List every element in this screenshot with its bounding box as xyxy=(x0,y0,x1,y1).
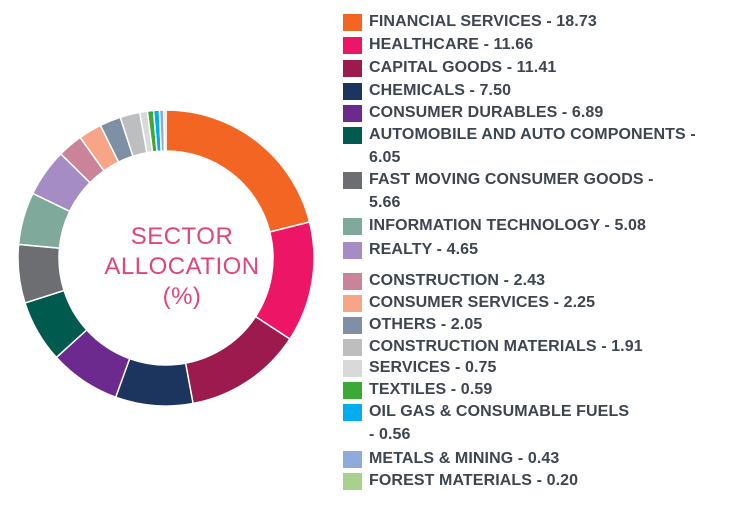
legend-swatch-metals-mining xyxy=(343,451,362,468)
legend-label-information-technology: INFORMATION TECHNOLOGY - 5.08 xyxy=(369,217,646,234)
legend-label-oil-gas-consumable-fuels-line-1: OIL GAS & CONSUMABLE FUELS xyxy=(369,403,630,420)
legend-label-chemicals: CHEMICALS - 7.50 xyxy=(369,82,512,99)
legend-label-forest-materials: FOREST MATERIALS - 0.20 xyxy=(369,472,579,489)
legend-label-fast-moving-consumer-goods-line-1: FAST MOVING CONSUMER GOODS - xyxy=(369,171,654,188)
donut-slice-financial-services xyxy=(165,109,311,233)
legend-label-fast-moving-consumer-goods-line-2: 5.66 xyxy=(369,194,401,211)
legend-swatch-healthcare xyxy=(343,37,362,54)
donut-center-title: SECTOR ALLOCATION (%) xyxy=(82,222,282,312)
legend-label-construction: CONSTRUCTION - 2.43 xyxy=(369,272,546,289)
legend-swatch-construction xyxy=(343,273,362,290)
legend-swatch-chemicals xyxy=(343,83,362,100)
legend-label-oil-gas-consumable-fuels-line-2: - 0.56 xyxy=(369,426,411,443)
legend-swatch-realty xyxy=(343,242,362,259)
legend-swatch-oil-gas-consumable-fuels xyxy=(343,404,362,421)
legend-swatch-forest-materials xyxy=(343,473,362,490)
legend-label-construction-materials: CONSTRUCTION MATERIALS - 1.91 xyxy=(369,338,643,355)
donut-slice-capital-goods xyxy=(184,315,291,405)
legend-swatch-textiles xyxy=(343,382,362,399)
legend-label-textiles: TEXTILES - 0.59 xyxy=(369,381,493,398)
legend-label-others: OTHERS - 2.05 xyxy=(369,316,483,333)
legend-swatch-services xyxy=(343,360,362,377)
legend-label-consumer-services: CONSUMER SERVICES - 2.25 xyxy=(369,294,596,311)
legend-swatch-others xyxy=(343,317,362,334)
center-title-line-3: (%) xyxy=(162,283,202,310)
legend-label-capital-goods: CAPITAL GOODS - 11.41 xyxy=(369,59,557,76)
legend-label-financial-services: FINANCIAL SERVICES - 18.73 xyxy=(369,13,597,30)
legend-swatch-construction-materials xyxy=(343,339,362,356)
legend-swatch-information-technology xyxy=(343,218,362,235)
legend-swatch-consumer-services xyxy=(343,295,362,312)
legend-swatch-capital-goods xyxy=(343,60,362,77)
legend-label-automobile-and-auto-components-line-1: AUTOMOBILE AND AUTO COMPONENTS - xyxy=(369,126,696,143)
center-title-line-2: ALLOCATION xyxy=(104,253,260,280)
legend-label-healthcare: HEALTHCARE - 11.66 xyxy=(369,36,534,53)
legend-swatch-fast-moving-consumer-goods xyxy=(343,172,362,189)
donut-slice-forest-materials xyxy=(163,109,167,152)
legend-label-metals-mining: METALS & MINING - 0.43 xyxy=(369,450,560,467)
legend-label-consumer-durables: CONSUMER DURABLES - 6.89 xyxy=(369,104,604,121)
legend-swatch-consumer-durables xyxy=(343,105,362,122)
legend-swatch-financial-services xyxy=(343,14,362,31)
legend-swatch-automobile-and-auto-components xyxy=(343,127,362,144)
center-title-line-1: SECTOR xyxy=(130,223,234,250)
legend-label-realty: REALTY - 4.65 xyxy=(369,241,479,258)
legend-label-services: SERVICES - 0.75 xyxy=(369,359,497,376)
legend-label-automobile-and-auto-components-line-2: 6.05 xyxy=(369,149,401,166)
